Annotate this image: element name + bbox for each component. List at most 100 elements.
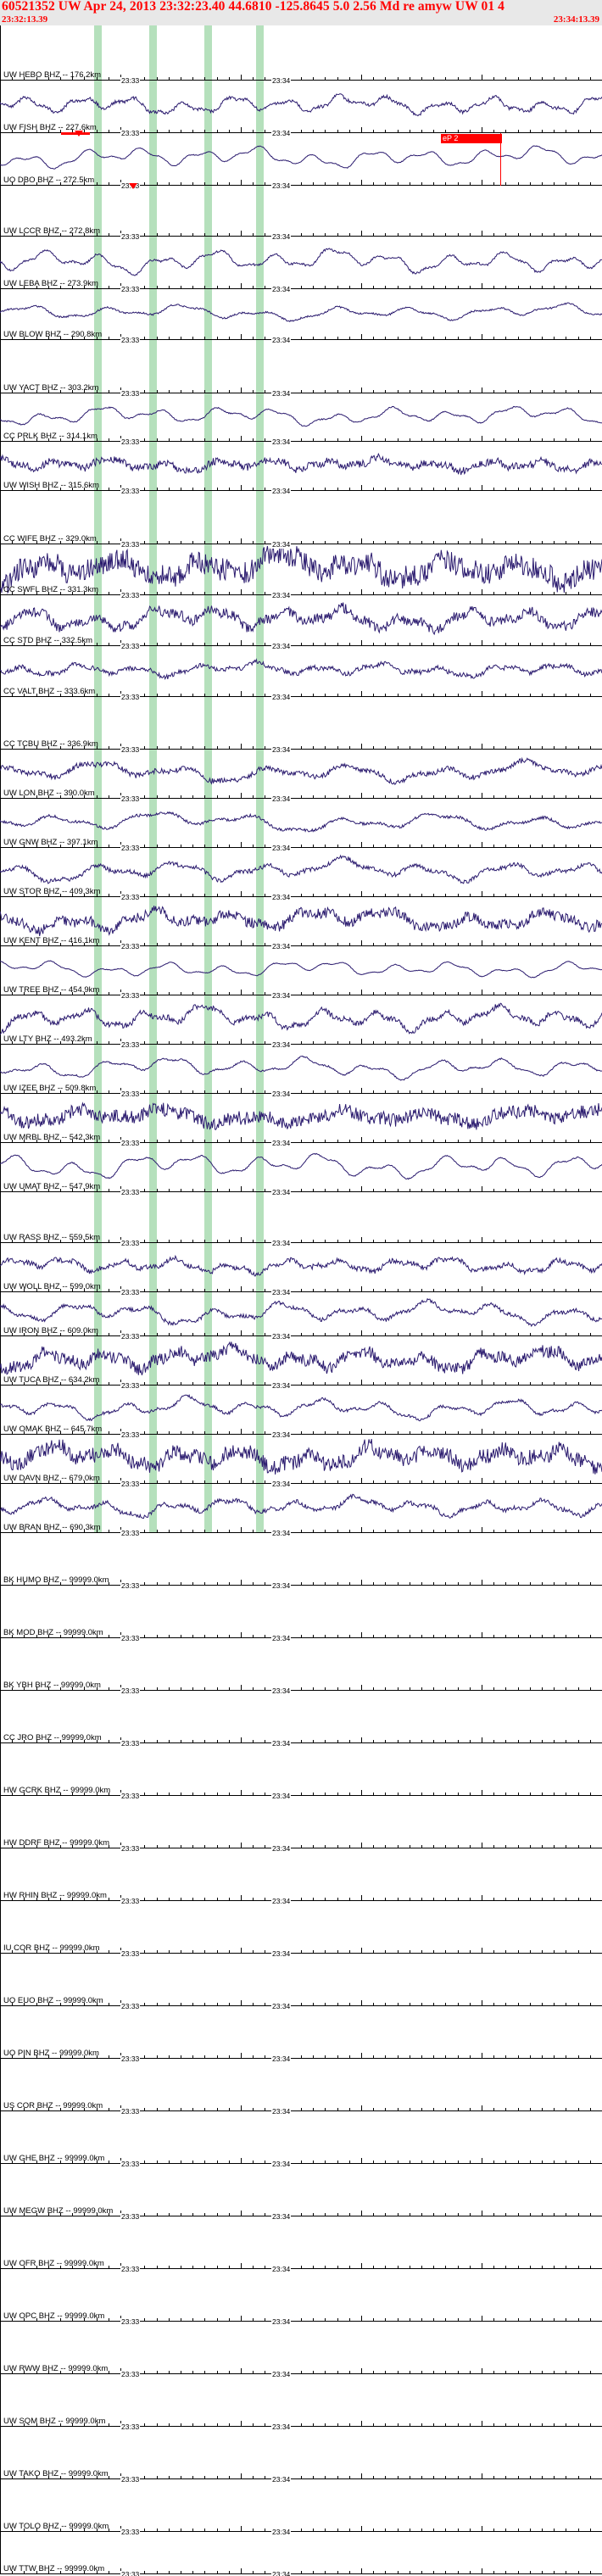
trace-plot[interactable]: UW RASS BHZ -- 559.5km 23:33 23:34 <box>0 1192 602 1247</box>
trace-row[interactable]: UW LEBA BHZ -- 273.9km 23:33 23:34 <box>0 237 602 293</box>
trace-row[interactable]: CC TCBU BHZ -- 336.9km 23:33 23:34 <box>0 697 602 754</box>
trace-plot[interactable]: UW BRAN BHZ -- 690.3km 23:33 23:34 <box>0 1484 602 1537</box>
trace-row[interactable]: UW MRBL BHZ -- 542.3km 23:33 23:34 <box>0 1094 602 1147</box>
trace-row[interactable]: UW DAVN BHZ -- 679.0km 23:33 23:34 <box>0 1435 602 1488</box>
trace-row[interactable]: CC WIFE BHZ -- 329.0km 23:33 23:34 <box>0 491 602 549</box>
trace-plot[interactable]: UW YACT BHZ -- 303.2km 23:33 23:34 <box>0 340 602 398</box>
trace-plot[interactable]: CC STD BHZ -- 332.5km 23:33 23:34 <box>0 595 602 650</box>
trace-row[interactable]: CC STD BHZ -- 332.5km 23:33 23:34 <box>0 595 602 650</box>
phase-pick-label[interactable]: eP 2 <box>441 134 502 143</box>
trace-row[interactable]: UW IRON BHZ -- 609.0km 23:33 23:34 <box>0 1292 602 1341</box>
trace-plot[interactable]: UW OFR BHZ -- 99999.0km 23:33 23:34 <box>0 2216 602 2273</box>
trace-row[interactable]: UW OPC BHZ -- 99999.0km 23:33 23:34 <box>0 2269 602 2326</box>
trace-row[interactable]: UW TOLO BHZ -- 99999.0km 23:33 23:34 <box>0 2479 602 2536</box>
trace-row[interactable]: UW SQM BHZ -- 99999.0km 23:33 23:34 <box>0 2374 602 2431</box>
trace-plot[interactable]: CC VALT BHZ -- 333.6km 23:33 23:34 <box>0 646 602 701</box>
trace-plot[interactable]: UW TUCA BHZ -- 634.2km 23:33 23:34 <box>0 1336 602 1390</box>
trace-plot[interactable]: UW LTY BHZ -- 493.2km 23:33 23:34 <box>0 995 602 1049</box>
trace-plot[interactable]: US COR BHZ -- 99999.0km 23:33 23:34 <box>0 2059 602 2116</box>
trace-row[interactable]: UW RASS BHZ -- 559.5km 23:33 23:34 <box>0 1192 602 1247</box>
trace-row[interactable]: BK YBH BHZ -- 99999.0km 23:33 23:34 <box>0 1638 602 1695</box>
trace-row[interactable]: UO EUO BHZ -- 99999.0km 23:33 23:34 <box>0 1954 602 2010</box>
trace-plot[interactable]: UW FISH BHZ -- 227.6km 23:33 23:34 <box>0 81 602 137</box>
trace-plot[interactable]: UW GHE BHZ -- 99999.0km 23:33 23:34 <box>0 2111 602 2168</box>
trace-row[interactable]: CC VALT BHZ -- 333.6km 23:33 23:34 <box>0 646 602 701</box>
trace-plot[interactable]: UW STOR BHZ -- 409.3km 23:33 23:34 <box>0 848 602 901</box>
trace-row[interactable]: HW RHIN BHZ -- 99999.0km 23:33 23:34 <box>0 1848 602 1905</box>
trace-plot[interactable]: UO EUO BHZ -- 99999.0km 23:33 23:34 <box>0 1954 602 2010</box>
trace-plot[interactable]: UO DBO BHZ -- 272.5km 23:33 23:34 eP 2 <box>0 133 602 190</box>
trace-plot[interactable]: UW SQM BHZ -- 99999.0km 23:33 23:34 <box>0 2374 602 2431</box>
trace-row[interactable]: UW GNW BHZ -- 397.1km 23:33 23:34 <box>0 799 602 852</box>
trace-plot[interactable]: UW GNW BHZ -- 397.1km 23:33 23:34 <box>0 799 602 852</box>
trace-row[interactable]: UO DBO BHZ -- 272.5km 23:33 23:34 eP 2 <box>0 133 602 190</box>
trace-plot[interactable]: UW RWW BHZ -- 99999.0km 23:33 23:34 <box>0 2322 602 2378</box>
trace-plot[interactable]: HW DDRF BHZ -- 99999.0km 23:33 23:34 <box>0 1796 602 1853</box>
trace-row[interactable]: UW MEGW BHZ -- 99999.0km 23:33 23:34 <box>0 2164 602 2221</box>
trace-plot[interactable]: UW IRON BHZ -- 609.0km 23:33 23:34 <box>0 1292 602 1341</box>
trace-row[interactable]: UW TREE BHZ -- 454.9km 23:33 23:34 <box>0 946 602 1000</box>
trace-row[interactable]: UW HEBO BHZ -- 176.2km 23:33 23:34 <box>0 25 602 85</box>
trace-row[interactable]: HW GCRK BHZ -- 99999.0km 23:33 23:34 <box>0 1743 602 1800</box>
trace-row[interactable]: UW TAKO BHZ -- 99999.0km 23:33 23:34 <box>0 2427 602 2484</box>
trace-plot[interactable]: UW WISH BHZ -- 315.6km 23:33 23:34 <box>0 442 602 495</box>
trace-row[interactable]: CC SWFL BHZ -- 331.3km 23:33 23:34 <box>0 544 602 599</box>
phase-pick-line[interactable] <box>500 133 501 186</box>
trace-plot[interactable]: CC JRO BHZ -- 99999.0km 23:33 23:34 <box>0 1691 602 1748</box>
trace-row[interactable]: UW TTW BHZ -- 99999.0km 23:33 23:34 <box>0 2532 602 2576</box>
trace-plot[interactable]: UW OPC BHZ -- 99999.0km 23:33 23:34 <box>0 2269 602 2326</box>
trace-plot[interactable]: UW TOLO BHZ -- 99999.0km 23:33 23:34 <box>0 2479 602 2536</box>
trace-plot[interactable]: UO PIN BHZ -- 99999.0km 23:33 23:34 <box>0 2006 602 2063</box>
trace-row[interactable]: UO PIN BHZ -- 99999.0km 23:33 23:34 <box>0 2006 602 2063</box>
trace-row[interactable]: CC PRLK BHZ -- 314.1km 23:33 23:34 <box>0 393 602 446</box>
trace-plot[interactable]: UW MRBL BHZ -- 542.3km 23:33 23:34 <box>0 1094 602 1147</box>
trace-plot[interactable]: UW LON BHZ -- 390.0km 23:33 23:34 <box>0 750 602 803</box>
trace-plot[interactable]: UW IZEE BHZ -- 509.8km 23:33 23:34 <box>0 1045 602 1098</box>
trace-plot[interactable]: UW TAKO BHZ -- 99999.0km 23:33 23:34 <box>0 2427 602 2484</box>
trace-plot[interactable]: CC TCBU BHZ -- 336.9km 23:33 23:34 <box>0 697 602 754</box>
trace-plot[interactable]: BK YBH BHZ -- 99999.0km 23:33 23:34 <box>0 1638 602 1695</box>
trace-row[interactable]: UW LON BHZ -- 390.0km 23:33 23:34 <box>0 750 602 803</box>
trace-row[interactable]: UW RWW BHZ -- 99999.0km 23:33 23:34 <box>0 2322 602 2378</box>
trace-row[interactable]: BK MOD BHZ -- 99999.0km 23:33 23:34 <box>0 1586 602 1642</box>
trace-plot[interactable]: UW MEGW BHZ -- 99999.0km 23:33 23:34 <box>0 2164 602 2221</box>
trace-plot[interactable]: UW HEBO BHZ -- 176.2km 23:33 23:34 <box>0 25 602 85</box>
trace-row[interactable]: CC JRO BHZ -- 99999.0km 23:33 23:34 <box>0 1691 602 1748</box>
trace-row[interactable]: UW STOR BHZ -- 409.3km 23:33 23:34 <box>0 848 602 901</box>
trace-plot[interactable]: CC PRLK BHZ -- 314.1km 23:33 23:34 <box>0 393 602 446</box>
trace-row[interactable]: UW GHE BHZ -- 99999.0km 23:33 23:34 <box>0 2111 602 2168</box>
trace-row[interactable]: UW WISH BHZ -- 315.6km 23:33 23:34 <box>0 442 602 495</box>
trace-plot[interactable]: UW DAVN BHZ -- 679.0km 23:33 23:34 <box>0 1435 602 1488</box>
trace-plot[interactable]: UW OMAK BHZ -- 645.7km 23:33 23:34 <box>0 1386 602 1439</box>
trace-plot[interactable]: UW BLOW BHZ -- 290.8km 23:33 23:34 <box>0 289 602 344</box>
trace-plot[interactable]: IU COR BHZ -- 99999.0km 23:33 23:34 <box>0 1901 602 1958</box>
trace-row[interactable]: UW WOLL BHZ -- 599.0km 23:33 23:34 <box>0 1243 602 1296</box>
trace-row[interactable]: UW YACT BHZ -- 303.2km 23:33 23:34 <box>0 340 602 398</box>
trace-plot[interactable]: UW TREE BHZ -- 454.9km 23:33 23:34 <box>0 946 602 1000</box>
trace-plot[interactable]: UW LCCR BHZ -- 272.8km 23:33 23:34 <box>0 183 602 241</box>
trace-row[interactable]: UW OFR BHZ -- 99999.0km 23:33 23:34 <box>0 2216 602 2273</box>
trace-row[interactable]: UW TUCA BHZ -- 634.2km 23:33 23:34 <box>0 1336 602 1390</box>
trace-row[interactable]: BK HUMO BHZ -- 99999.0km 23:33 23:34 <box>0 1533 602 1590</box>
trace-plot[interactable]: UW TTW BHZ -- 99999.0km 23:33 23:34 <box>0 2532 602 2576</box>
trace-row[interactable]: IU COR BHZ -- 99999.0km 23:33 23:34 <box>0 1901 602 1958</box>
trace-row[interactable]: UW UMAT BHZ -- 547.9km 23:33 23:34 <box>0 1143 602 1196</box>
trace-row[interactable]: UW LTY BHZ -- 493.2km 23:33 23:34 <box>0 995 602 1049</box>
trace-plot[interactable]: UW WOLL BHZ -- 599.0km 23:33 23:34 <box>0 1243 602 1296</box>
trace-row[interactable]: UW LCCR BHZ -- 272.8km 23:33 23:34 <box>0 183 602 241</box>
trace-row[interactable]: UW OMAK BHZ -- 645.7km 23:33 23:34 <box>0 1386 602 1439</box>
trace-plot[interactable]: CC SWFL BHZ -- 331.3km 23:33 23:34 <box>0 544 602 599</box>
trace-plot[interactable]: CC WIFE BHZ -- 329.0km 23:33 23:34 <box>0 491 602 549</box>
trace-row[interactable]: UW BLOW BHZ -- 290.8km 23:33 23:34 <box>0 289 602 344</box>
trace-plot[interactable]: UW KENT BHZ -- 416.1km 23:33 23:34 <box>0 897 602 951</box>
trace-plot[interactable]: BK HUMO BHZ -- 99999.0km 23:33 23:34 <box>0 1533 602 1590</box>
trace-plot[interactable]: BK MOD BHZ -- 99999.0km 23:33 23:34 <box>0 1586 602 1642</box>
trace-row[interactable]: UW IZEE BHZ -- 509.8km 23:33 23:34 <box>0 1045 602 1098</box>
trace-row[interactable]: US COR BHZ -- 99999.0km 23:33 23:34 <box>0 2059 602 2116</box>
trace-row[interactable]: HW DDRF BHZ -- 99999.0km 23:33 23:34 <box>0 1796 602 1853</box>
trace-row[interactable]: UW KENT BHZ -- 416.1km 23:33 23:34 <box>0 897 602 951</box>
trace-row[interactable]: UW FISH BHZ -- 227.6km 23:33 23:34 <box>0 81 602 137</box>
trace-plot[interactable]: HW RHIN BHZ -- 99999.0km 23:33 23:34 <box>0 1848 602 1905</box>
trace-plot[interactable]: HW GCRK BHZ -- 99999.0km 23:33 23:34 <box>0 1743 602 1800</box>
trace-plot[interactable]: UW LEBA BHZ -- 273.9km 23:33 23:34 <box>0 237 602 293</box>
